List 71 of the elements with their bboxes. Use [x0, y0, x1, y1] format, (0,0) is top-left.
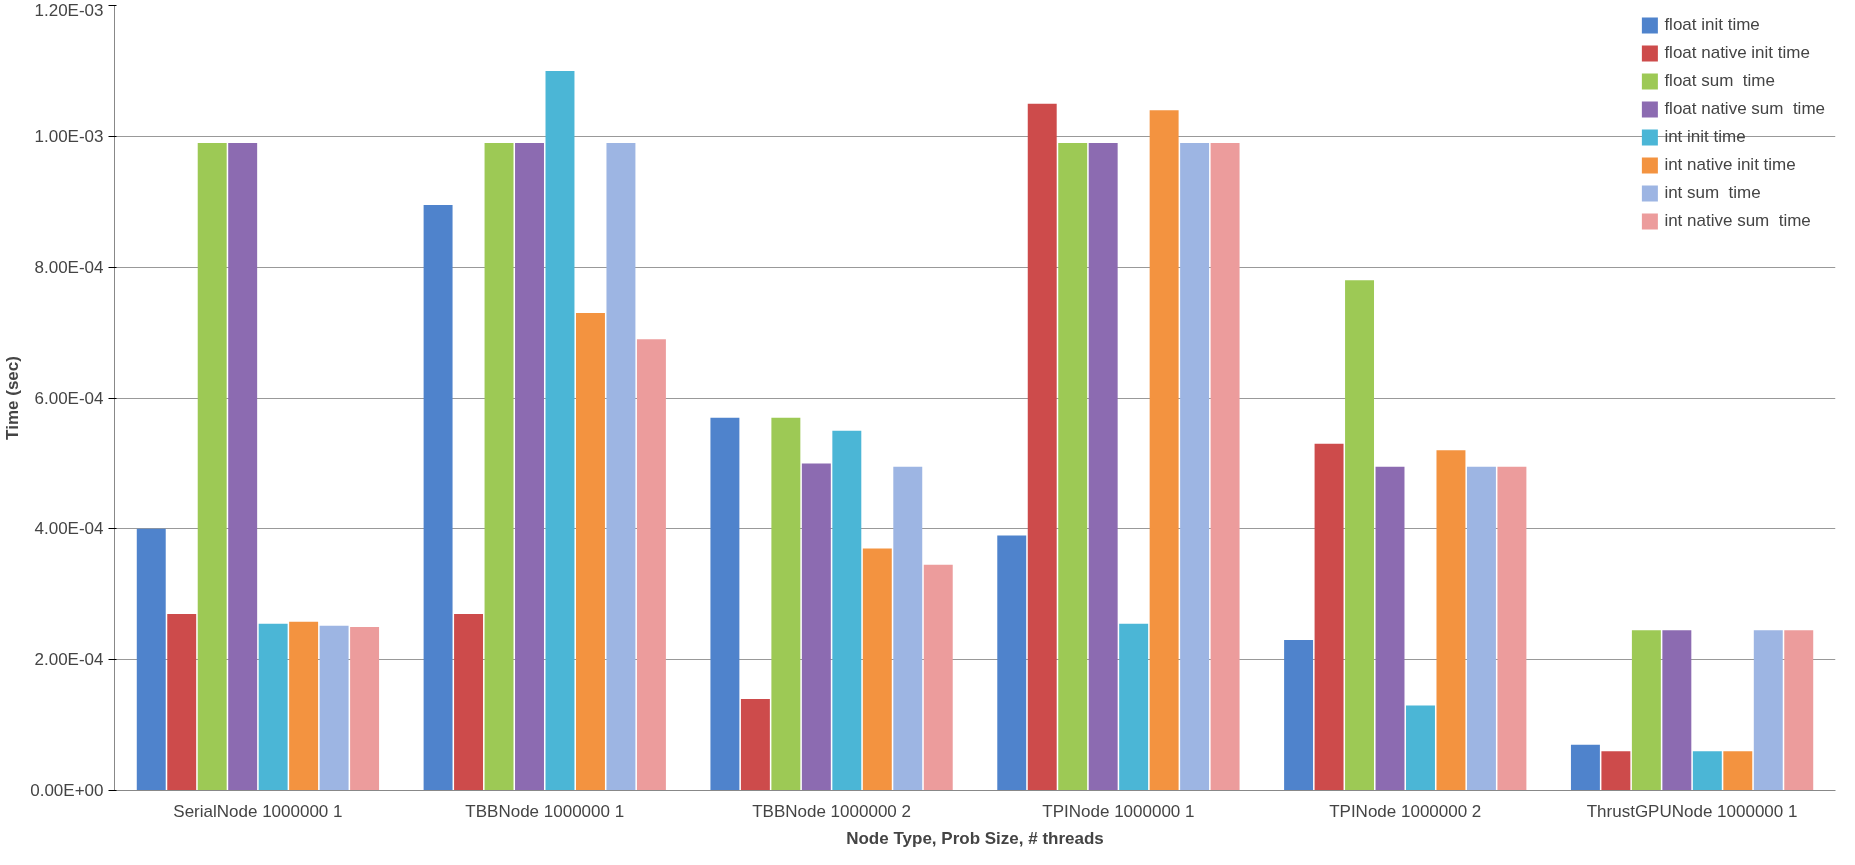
- legend-label: float native sum time: [1664, 99, 1825, 119]
- bar: [197, 142, 227, 791]
- bar: [1180, 142, 1210, 791]
- legend-label: int native sum time: [1664, 211, 1811, 231]
- y-tick-label: 6.00E-04: [34, 388, 104, 408]
- bar: [1375, 466, 1405, 791]
- bar: [801, 463, 831, 791]
- bar: [454, 613, 484, 791]
- legend-label: float sum time: [1664, 71, 1775, 91]
- bar: [1497, 466, 1527, 791]
- bar: [1436, 450, 1466, 791]
- y-tick-label: 1.00E-03: [34, 126, 104, 146]
- bar: [1027, 103, 1057, 791]
- y-tick-label: 4.00E-04: [34, 519, 104, 539]
- y-axis-title: Time (sec): [3, 356, 23, 440]
- bar: [423, 205, 453, 791]
- bar: [1406, 705, 1435, 791]
- bar: [258, 623, 288, 791]
- y-tick-label: 2.00E-04: [34, 650, 104, 670]
- x-tick-label: TBBNode 1000000 1: [465, 801, 625, 821]
- bar: [1631, 630, 1661, 791]
- bar: [319, 625, 349, 791]
- y-tick-label: 8.00E-04: [34, 257, 104, 277]
- bar: [1284, 640, 1314, 791]
- legend-label: float native init time: [1664, 43, 1810, 63]
- bar: [484, 142, 514, 791]
- bar: [1088, 142, 1118, 791]
- bar: [1753, 630, 1783, 791]
- bar: [1784, 630, 1814, 791]
- bar: [1570, 744, 1600, 791]
- legend-label: float init time: [1664, 15, 1760, 35]
- bar: [893, 466, 923, 791]
- bar: [997, 535, 1027, 791]
- x-tick-label: TPINode 1000000 1: [1042, 801, 1195, 821]
- legend-label: int sum time: [1664, 183, 1761, 203]
- bar: [1601, 751, 1631, 791]
- bar: [710, 417, 740, 791]
- bar: [1210, 142, 1240, 791]
- bar: [923, 564, 953, 791]
- legend-label: int init time: [1664, 127, 1746, 147]
- bar: [1723, 751, 1753, 791]
- bar: [1345, 280, 1375, 791]
- bar: [862, 548, 892, 791]
- bar: [515, 142, 544, 791]
- bar: [771, 417, 801, 791]
- bar: [740, 698, 770, 791]
- bar: [1466, 466, 1496, 791]
- bar: [606, 142, 636, 791]
- bar: [575, 312, 605, 791]
- bar: [136, 528, 166, 791]
- bar: [228, 142, 258, 791]
- bar: [1692, 751, 1722, 791]
- bar: [1314, 443, 1344, 791]
- bar: [1149, 110, 1179, 791]
- bar: [832, 430, 862, 791]
- x-axis-title: Node Type, Prob Size, # threads: [846, 828, 1104, 848]
- bar: [1058, 142, 1088, 791]
- x-tick-label: TBBNode 1000000 2: [752, 801, 911, 821]
- x-tick-label: ThrustGPUNode 1000000 1: [1586, 801, 1798, 821]
- bar: [1119, 623, 1149, 791]
- bar: [167, 613, 197, 791]
- bar: [1662, 630, 1692, 791]
- bar: [289, 621, 319, 791]
- legend-label: int native init time: [1664, 155, 1796, 175]
- bar: [350, 626, 380, 791]
- bar: [636, 339, 666, 791]
- bar: [545, 70, 575, 791]
- x-tick-label: SerialNode 1000000 1: [173, 801, 343, 821]
- x-tick-label: TPINode 1000000 2: [1329, 801, 1482, 821]
- y-tick-label: 1.20E-03: [34, 0, 104, 20]
- y-tick-label: 0.00E+00: [30, 781, 104, 800]
